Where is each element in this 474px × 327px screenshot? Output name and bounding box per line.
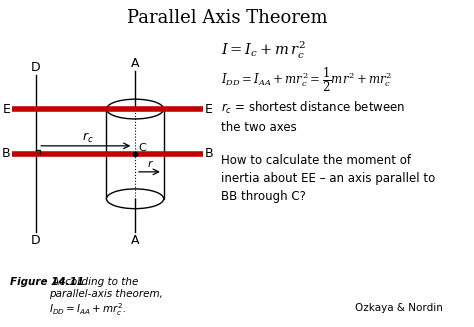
Text: B: B xyxy=(205,147,213,161)
Text: Ozkaya & Nordin: Ozkaya & Nordin xyxy=(356,303,443,313)
Text: How to calculate the moment of
inertia about EE – an axis parallel to
BB through: How to calculate the moment of inertia a… xyxy=(221,154,435,203)
Text: B: B xyxy=(2,147,10,161)
Text: E: E xyxy=(3,103,10,115)
Text: $r$: $r$ xyxy=(147,158,155,169)
Text: C: C xyxy=(138,143,146,153)
Text: D: D xyxy=(31,234,41,247)
Text: A: A xyxy=(131,234,139,247)
Text: Figure 14.11: Figure 14.11 xyxy=(9,277,84,287)
Text: D: D xyxy=(31,61,41,74)
Text: $I = I_c + m\,r_c^{2}$: $I = I_c + m\,r_c^{2}$ xyxy=(221,40,306,61)
Ellipse shape xyxy=(107,189,164,209)
Text: A: A xyxy=(131,57,139,70)
Bar xyxy=(107,109,164,199)
Text: E: E xyxy=(205,103,212,115)
Text: $r_c$: $r_c$ xyxy=(82,131,94,145)
Text: According to the
parallel-axis theorem,
$I_{DD} = I_{AA} + mr_c^{2}$.: According to the parallel-axis theorem, … xyxy=(49,277,163,318)
Ellipse shape xyxy=(107,99,164,119)
Text: $r_c$ = shortest distance between
the two axes: $r_c$ = shortest distance between the tw… xyxy=(221,100,405,134)
Text: $I_{DD} = I_{AA} + mr_c^{2} = \dfrac{1}{2}mr^2 + mr_c^{2}$: $I_{DD} = I_{AA} + mr_c^{2} = \dfrac{1}{… xyxy=(221,66,392,94)
Text: Parallel Axis Theorem: Parallel Axis Theorem xyxy=(127,9,328,27)
